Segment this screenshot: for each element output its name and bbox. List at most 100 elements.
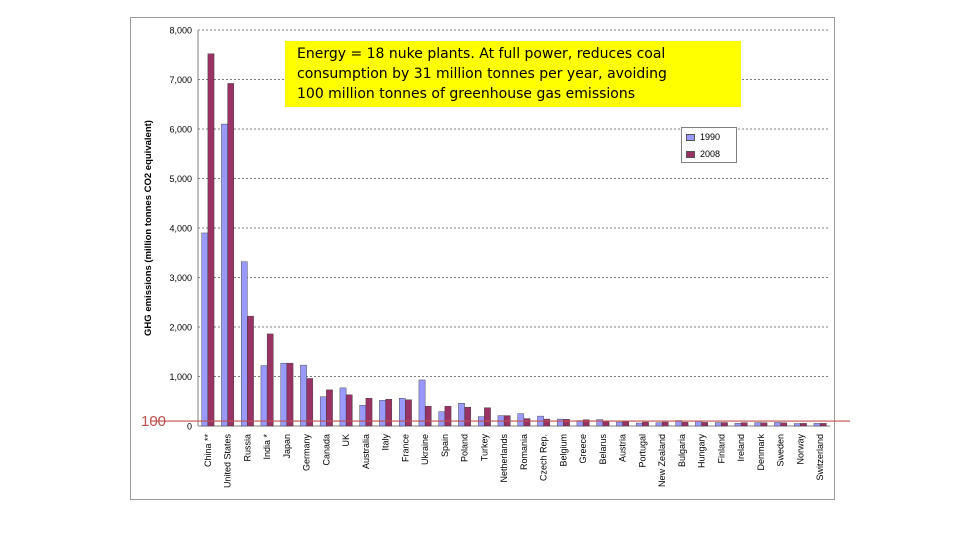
legend-item-2008: 2008 [686, 149, 720, 159]
y-tick-label: 6,000 [169, 125, 192, 135]
x-tick-label: Germany [302, 434, 312, 472]
bar-2008-france [405, 399, 412, 427]
x-tick-label: India * [262, 434, 272, 460]
reference-line-label: 100 [141, 413, 167, 430]
x-tick-label: Switzerland [815, 434, 825, 481]
y-tick-label: 0 [187, 422, 192, 432]
x-tick-label: Belarus [598, 434, 608, 465]
legend-swatch-1990 [686, 133, 695, 141]
x-tick-label: Austria [618, 434, 628, 462]
bar-1990-hungary [695, 420, 702, 427]
annotation-line-2: consumption by 31 million tonnes per yea… [297, 66, 667, 82]
bar-2008-czech-rep [543, 418, 551, 427]
bar-2008-italy [385, 399, 393, 427]
bar-2008-turkey [484, 407, 491, 427]
bar-1990-sweden [774, 422, 781, 427]
bar-2008-india [266, 333, 274, 427]
bar-2008-belgium [563, 419, 570, 427]
x-tick-label: New Zealand [657, 434, 667, 487]
bar-2008-ukraine [424, 406, 432, 427]
bar-2008-japan [286, 362, 294, 427]
y-tick-label: 3,000 [169, 273, 192, 283]
x-tick-label: France [400, 434, 410, 462]
legend-label-2008: 2008 [700, 149, 721, 159]
y-axis-title: GHG emissions (million tonnes CO2 equiva… [143, 120, 154, 336]
bar-1990-ukraine [418, 379, 426, 427]
bar-1990-romania [517, 413, 525, 427]
y-tick-label: 8,000 [169, 26, 192, 36]
y-tick-label: 4,000 [169, 224, 192, 234]
x-tick-label: Russia [242, 434, 252, 462]
bar-2008-china [207, 53, 215, 427]
bar-2008-sweden [780, 422, 788, 427]
bar-2008-russia [247, 315, 254, 427]
x-tick-label: Sweden [776, 434, 786, 467]
x-tick-label: Ukraine [420, 434, 430, 465]
x-tick-label: Turkey [479, 434, 489, 462]
bar-2008-bulgaria [681, 422, 689, 427]
bar-2008-united-states [227, 83, 235, 427]
bar-2008-belarus [602, 421, 610, 427]
bar-1990-uk [339, 387, 347, 427]
bar-1990-portugal [635, 422, 643, 427]
x-tick-label: Hungary [697, 434, 707, 469]
x-tick-label: Norway [795, 434, 805, 465]
x-tick-label: Netherlands [499, 434, 509, 483]
x-tick-label: United States [223, 434, 233, 489]
legend-item-1990: 1990 [686, 132, 720, 142]
bar-1990-italy [379, 400, 386, 427]
bar-2008-romania [523, 418, 531, 427]
x-tick-label: Ireland [736, 434, 746, 462]
x-tick-label: Czech Rep. [539, 434, 549, 481]
x-tick-label: Portugal [637, 434, 647, 468]
x-tick-label: Greece [578, 434, 588, 464]
bar-1990-france [398, 398, 406, 427]
bar-2008-austria [622, 421, 630, 427]
bar-2008-ireland [740, 422, 748, 427]
bar-2008-finland [721, 422, 728, 427]
bar-2008-spain [444, 406, 452, 427]
bar-2008-hungary [701, 422, 709, 427]
x-tick-label: Canada [321, 434, 331, 466]
bar-2008-poland [464, 406, 472, 427]
chart-legend: 1990 2008 [681, 127, 737, 163]
x-tick-label: China ** [203, 434, 213, 468]
bar-2008-denmark [760, 422, 768, 427]
x-tick-label: Australia [361, 434, 371, 469]
bar-1990-poland [458, 403, 465, 427]
bar-2008-switzerland [819, 423, 827, 427]
annotation-box: Energy = 18 nuke plants. At full power, … [285, 41, 741, 107]
y-tick-label: 1,000 [169, 372, 192, 382]
x-tick-label: Spain [440, 434, 450, 457]
bar-2008-norway [800, 423, 807, 427]
y-tick-label: 5,000 [169, 174, 192, 184]
bar-1990-china [201, 232, 209, 427]
bar-1990-switzerland [813, 423, 821, 427]
x-tick-label: Bulgaria [677, 434, 687, 467]
x-tick-label: Japan [282, 434, 292, 459]
x-tick-label: Finland [716, 434, 726, 464]
bar-1990-ireland [734, 423, 742, 427]
x-tick-label: Poland [460, 434, 470, 462]
y-tick-label: 7,000 [169, 75, 192, 85]
bar-1990-germany [300, 364, 307, 427]
bar-2008-germany [306, 378, 314, 427]
y-tick-label: 2,000 [169, 323, 192, 333]
x-tick-label: Romania [519, 434, 529, 470]
bar-1990-india [260, 365, 268, 427]
bar-1990-austria [616, 421, 623, 427]
bar-1990-spain [438, 411, 446, 427]
bar-1990-australia [359, 405, 367, 427]
x-tick-label: UK [341, 434, 351, 447]
bar-2008-canada [326, 389, 333, 427]
bar-2008-australia [365, 398, 373, 427]
bar-1990-denmark [754, 422, 762, 427]
bar-1990-japan [280, 362, 288, 427]
legend-label-1990: 1990 [700, 132, 721, 142]
bar-1990-finland [714, 422, 722, 427]
x-tick-label: Denmark [756, 434, 766, 471]
bar-1990-russia [240, 261, 248, 427]
bar-2008-portugal [642, 421, 649, 427]
annotation-line-3: 100 million tonnes of greenhouse gas emi… [297, 86, 636, 102]
bar-1990-norway [793, 423, 801, 427]
